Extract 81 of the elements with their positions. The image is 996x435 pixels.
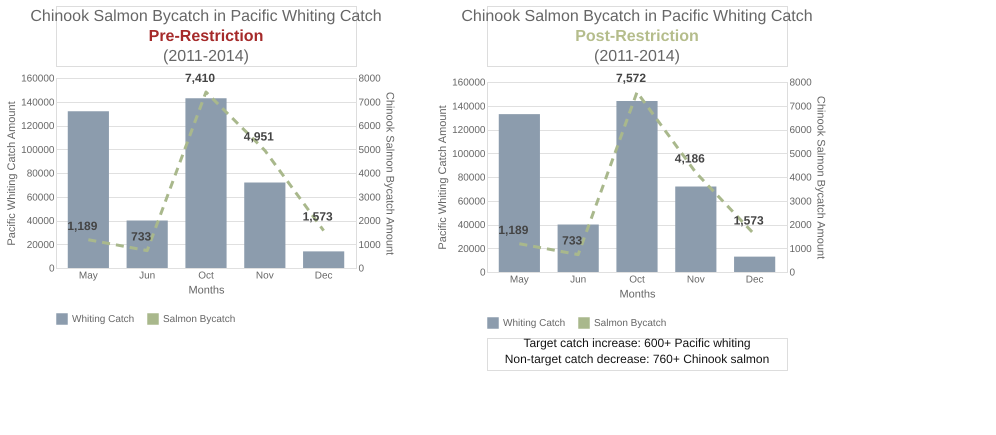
x-tick-label: Oct (198, 270, 214, 282)
chart-subtitle: Post-Restriction (2011-2014) (575, 28, 699, 65)
x-axis-title: Months (619, 288, 656, 300)
x-tick-label: May (510, 274, 529, 286)
y2-tick-label: 3000 (790, 196, 812, 208)
y2-tick-label: 4000 (358, 168, 382, 180)
bar (558, 224, 599, 272)
text: Target catch increase: 600+ Pacific whiting (523, 336, 751, 350)
bar (616, 101, 658, 272)
chart-subtitle: Pre-Restriction (2011-2014) (148, 28, 264, 65)
x-tick-label: Dec (314, 270, 333, 282)
data-label: 1,189 (498, 222, 529, 237)
bar (185, 98, 227, 268)
y-tick-label: 80000 (26, 168, 55, 180)
legend-label: Salmon Bycatch (163, 314, 236, 325)
y2-tick-label: 1000 (358, 240, 382, 251)
data-label: 7,572 (616, 71, 646, 86)
y2-tick-label: 5000 (358, 144, 382, 156)
y2-tick-label: 5000 (790, 148, 812, 160)
y2-tick-label: 1000 (790, 244, 812, 255)
y2-tick-label: 8000 (358, 74, 382, 84)
x-tick-label: Jun (570, 274, 586, 286)
x-axis-title: Months (188, 284, 226, 296)
bar (675, 186, 716, 272)
legend-label: Whiting Catch (503, 318, 566, 329)
data-label: 1,573 (734, 214, 764, 228)
y-tick-label: 60000 (458, 196, 486, 208)
y2-axis-title: Chinook Salmon Bycatch Amount (814, 96, 827, 260)
bar (68, 111, 109, 268)
bar (734, 256, 776, 272)
y-tick-label: 160000 (452, 78, 486, 88)
y-axis-title: Pacific Whiting Catch Amount (437, 105, 450, 250)
data-label: 7,410 (184, 71, 216, 86)
y-tick-label: 120000 (452, 125, 486, 136)
y2-tick-label: 6000 (358, 121, 382, 132)
y-tick-label: 20000 (458, 244, 486, 255)
y2-tick-label: 7000 (790, 101, 812, 112)
y2-tick-label: 2000 (358, 216, 382, 227)
y2-axis-title: Chinook Salmon Bycatch Amount (384, 92, 396, 256)
y-tick-label: 0 (480, 268, 486, 278)
data-label: 4,186 (674, 152, 706, 166)
data-label: 733 (562, 234, 583, 248)
y-tick-label: 140000 (21, 97, 55, 108)
y-tick-label: 20000 (26, 240, 55, 251)
legend-label: Salmon Bycatch (594, 318, 666, 329)
data-label: 4,951 (244, 129, 274, 144)
y2-tick-label: 0 (790, 268, 796, 278)
y-axis-title: Pacific Whiting Catch Amount (6, 101, 18, 246)
y2-tick-label: 8000 (790, 78, 812, 88)
x-tick-label: Jun (139, 270, 156, 282)
x-tick-label: Oct (629, 274, 645, 286)
chart-title: Chinook Salmon Bycatch in Pacific Whiting Catch (30, 8, 382, 25)
y-tick-label: 100000 (452, 148, 486, 160)
x-tick-label: Nov (256, 270, 274, 282)
bar (303, 251, 344, 268)
bar (126, 220, 168, 268)
y2-tick-label: 3000 (358, 192, 382, 204)
y2-tick-label: 4000 (790, 172, 812, 184)
y2-tick-label: 0 (358, 264, 364, 274)
y2-tick-label: 6000 (790, 125, 812, 136)
bar (244, 182, 286, 268)
y-tick-label: 40000 (458, 220, 486, 231)
y-tick-label: 80000 (458, 172, 486, 184)
y2-tick-label: 2000 (790, 220, 812, 231)
x-tick-label: May (78, 270, 98, 282)
bar (498, 114, 540, 272)
x-tick-label: Dec (746, 274, 764, 286)
data-label: 733 (131, 230, 152, 244)
data-label: 1,189 (67, 218, 98, 233)
chart-title: Chinook Salmon Bycatch in Pacific Whiting Catch (461, 8, 813, 25)
y2-tick-label: 7000 (358, 97, 382, 108)
y-tick-label: 60000 (26, 192, 55, 204)
legend-label: Whiting Catch (72, 314, 134, 325)
y-tick-label: 100000 (21, 144, 55, 156)
y-tick-label: 0 (48, 264, 55, 274)
y-tick-label: 40000 (26, 216, 55, 227)
y-tick-label: 160000 (21, 74, 55, 84)
text: Non-target catch decrease: 760+ Chinook salmon (504, 352, 770, 366)
y-tick-label: 140000 (452, 101, 486, 112)
x-tick-label: Nov (686, 274, 705, 286)
y-tick-label: 120000 (21, 121, 55, 132)
